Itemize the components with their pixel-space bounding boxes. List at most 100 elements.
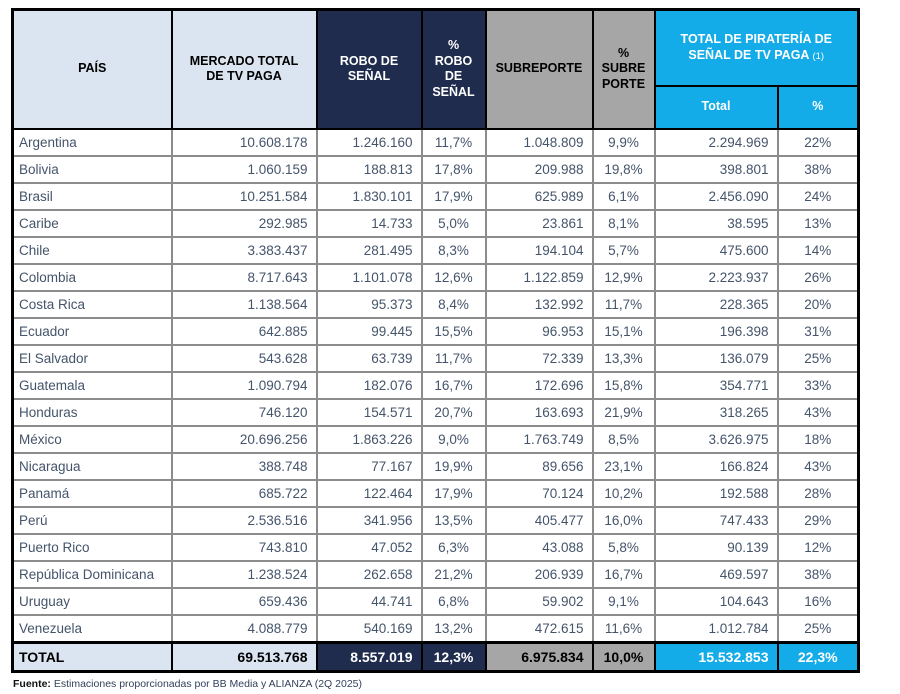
cell-robo: 182.076 (315, 370, 423, 400)
cell-robo-pct: 9,0% (420, 424, 487, 454)
cell-pirateria-total: 38.595 (653, 208, 779, 238)
cell-subreporte: 43.088 (484, 532, 594, 562)
total-mercado: 69.513.768 (170, 640, 318, 673)
cell-pirateria-total: 2.456.090 (653, 181, 779, 211)
cell-subreporte: 72.339 (484, 343, 594, 373)
header-pirateria-total: Total (653, 84, 779, 130)
cell-robo: 341.956 (315, 505, 423, 535)
cell-robo: 1.246.160 (315, 127, 423, 157)
cell-pirateria-pct: 43% (776, 451, 860, 481)
cell-robo-pct: 13,2% (420, 613, 487, 643)
cell-mercado: 543.628 (170, 343, 318, 373)
cell-pirateria-pct: 29% (776, 505, 860, 535)
cell-subreporte: 172.696 (484, 370, 594, 400)
cell-robo-pct: 13,5% (420, 505, 487, 535)
cell-mercado: 2.536.516 (170, 505, 318, 535)
cell-pirateria-pct: 22% (776, 127, 860, 157)
cell-subreporte: 625.989 (484, 181, 594, 211)
cell-pais: Ecuador (11, 316, 173, 346)
table-row: México 20.696.256 1.863.226 9,0% 1.763.749 8,… (11, 424, 860, 454)
cell-subreporte-pct: 12,9% (591, 262, 656, 292)
header-pais: PAÍS (11, 8, 173, 130)
cell-pirateria-total: 747.433 (653, 505, 779, 535)
cell-robo: 281.495 (315, 235, 423, 265)
header-mercado-total: MERCADO TOTAL DE TV PAGA (170, 8, 318, 130)
cell-pirateria-total: 2.223.937 (653, 262, 779, 292)
cell-pirateria-total: 318.265 (653, 397, 779, 427)
table-body: Argentina 10.608.178 1.246.160 11,7% 1.048.8… (11, 127, 860, 643)
cell-pirateria-total: 192.588 (653, 478, 779, 508)
cell-robo-pct: 17,9% (420, 478, 487, 508)
cell-robo-pct: 5,0% (420, 208, 487, 238)
cell-mercado: 642.885 (170, 316, 318, 346)
table-row: Nicaragua 388.748 77.167 19,9% 89.656 23,1% 16… (11, 451, 860, 481)
cell-pirateria-total: 1.012.784 (653, 613, 779, 643)
cell-robo-pct: 12,6% (420, 262, 487, 292)
table-row: Puerto Rico 743.810 47.052 6,3% 43.088 5,8% 90… (11, 532, 860, 562)
cell-pais: Brasil (11, 181, 173, 211)
total-label: TOTAL (11, 640, 173, 673)
cell-robo: 262.658 (315, 559, 423, 589)
cell-subreporte-pct: 15,8% (591, 370, 656, 400)
cell-pirateria-pct: 13% (776, 208, 860, 238)
total-pirateria: 15.532.853 (653, 640, 779, 673)
cell-mercado: 20.696.256 (170, 424, 318, 454)
cell-pirateria-total: 104.643 (653, 586, 779, 616)
table-row: Colombia 8.717.643 1.101.078 12,6% 1.122.859… (11, 262, 860, 292)
cell-subreporte: 209.988 (484, 154, 594, 184)
cell-robo-pct: 6,8% (420, 586, 487, 616)
cell-robo: 47.052 (315, 532, 423, 562)
cell-pais: Caribe (11, 208, 173, 238)
table-row: Venezuela 4.088.779 540.169 13,2% 472.615 11,… (11, 613, 860, 643)
cell-pirateria-total: 398.801 (653, 154, 779, 184)
piracy-table: PAÍS MERCADO TOTAL DE TV PAGA ROBO DE SE… (11, 8, 860, 673)
cell-pirateria-total: 2.294.969 (653, 127, 779, 157)
cell-robo: 540.169 (315, 613, 423, 643)
cell-robo: 14.733 (315, 208, 423, 238)
header-pirateria-pct: % (776, 84, 860, 130)
cell-mercado: 743.810 (170, 532, 318, 562)
cell-robo-pct: 21,2% (420, 559, 487, 589)
cell-subreporte-pct: 5,8% (591, 532, 656, 562)
cell-mercado: 10.608.178 (170, 127, 318, 157)
cell-pais: Honduras (11, 397, 173, 427)
cell-pirateria-total: 136.079 (653, 343, 779, 373)
cell-pais: Nicaragua (11, 451, 173, 481)
table-row: El Salvador 543.628 63.739 11,7% 72.339 13,3%… (11, 343, 860, 373)
cell-pais: Uruguay (11, 586, 173, 616)
cell-pirateria-total: 354.771 (653, 370, 779, 400)
header-total-pirateria-title: TOTAL DE PIRATERÍA DE SEÑAL DE TV PAGA (680, 32, 832, 62)
cell-mercado: 685.722 (170, 478, 318, 508)
cell-pais: Guatemala (11, 370, 173, 400)
cell-robo-pct: 11,7% (420, 127, 487, 157)
cell-pirateria-pct: 20% (776, 289, 860, 319)
cell-subreporte: 1.122.859 (484, 262, 594, 292)
cell-mercado: 1.138.564 (170, 289, 318, 319)
header-total-pirateria-footnote: (1) (812, 50, 825, 62)
table-row: Brasil 10.251.584 1.830.101 17,9% 625.989 6,1… (11, 181, 860, 211)
cell-pais: Perú (11, 505, 173, 535)
table-row: Uruguay 659.436 44.741 6,8% 59.902 9,1% 104.64… (11, 586, 860, 616)
cell-robo: 1.863.226 (315, 424, 423, 454)
cell-robo: 77.167 (315, 451, 423, 481)
cell-pais: Argentina (11, 127, 173, 157)
cell-subreporte-pct: 16,0% (591, 505, 656, 535)
cell-pirateria-total: 196.398 (653, 316, 779, 346)
cell-pais: República Dominicana (11, 559, 173, 589)
cell-subreporte: 89.656 (484, 451, 594, 481)
cell-robo: 95.373 (315, 289, 423, 319)
cell-subreporte-pct: 11,7% (591, 289, 656, 319)
cell-subreporte-pct: 8,5% (591, 424, 656, 454)
cell-mercado: 388.748 (170, 451, 318, 481)
header-total-pirateria: TOTAL DE PIRATERÍA DE SEÑAL DE TV PAGA (… (653, 8, 860, 87)
total-pirateria-pct: 22,3% (776, 640, 860, 673)
total-row: TOTAL 69.513.768 8.557.019 12,3% 6.975.8… (11, 640, 860, 673)
table-row: Guatemala 1.090.794 182.076 16,7% 172.696 15,… (11, 370, 860, 400)
header-subreporte: SUBREPORTE (484, 8, 594, 130)
cell-subreporte: 194.104 (484, 235, 594, 265)
cell-pirateria-pct: 28% (776, 478, 860, 508)
cell-pirateria-pct: 18% (776, 424, 860, 454)
cell-subreporte-pct: 9,9% (591, 127, 656, 157)
source-note-text: Estimaciones proporcionadas por BB Media… (50, 678, 362, 690)
cell-robo-pct: 16,7% (420, 370, 487, 400)
